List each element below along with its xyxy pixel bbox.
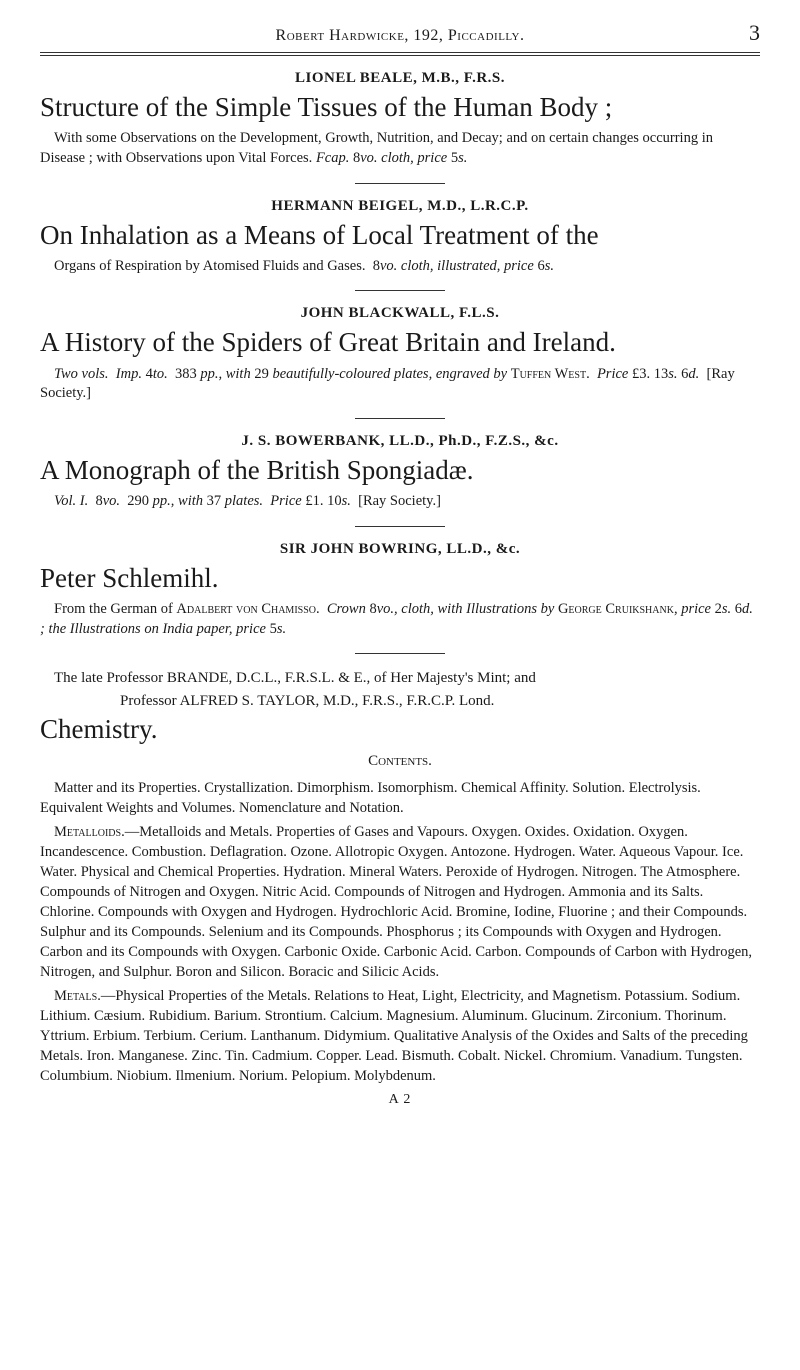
contents-para-1: Matter and its Properties. Crystallizati…: [40, 778, 760, 818]
entry-title: On Inhalation as a Means of Local Treatm…: [40, 219, 760, 251]
divider: [355, 653, 445, 654]
entry-desc: Vol. I. 8vo. 290 pp., with 37 plates. Pr…: [40, 492, 760, 512]
divider: [355, 183, 445, 184]
publisher-name: Robert Hardwicke, 192, Piccadilly.: [70, 27, 730, 45]
author-line: HERMANN BEIGEL, M.D., L.R.C.P.: [40, 198, 760, 215]
entry-title: Structure of the Simple Tissues of the H…: [40, 91, 760, 123]
divider: [355, 290, 445, 291]
professor-line-1: The late Professor BRANDE, D.C.L., F.R.S…: [40, 668, 760, 688]
contents-para-2: Metalloids.—Metalloids and Metals. Prope…: [40, 822, 760, 982]
entry-title: A Monograph of the British Spongiadæ.: [40, 454, 760, 486]
header-rule-bottom: [40, 55, 760, 56]
entry-title: Peter Schlemihl.: [40, 562, 760, 594]
author-line: LIONEL BEALE, M.B., F.R.S.: [40, 70, 760, 87]
entry-desc: Organs of Respiration by Atomised Fluids…: [40, 257, 760, 277]
running-header: Robert Hardwicke, 192, Piccadilly. 3: [40, 20, 760, 46]
header-rule-top: [40, 52, 760, 53]
para2-body: —Metalloids and Metals. Properties of Ga…: [40, 824, 752, 980]
professor-line-2: Professor ALFRED S. TAYLOR, M.D., F.R.S.…: [40, 691, 760, 711]
contents-heading: Contents.: [40, 753, 760, 770]
author-line: SIR JOHN BOWRING, LL.D., &c.: [40, 541, 760, 558]
page-number: 3: [730, 20, 760, 46]
para2-lead: Metalloids.: [54, 824, 125, 840]
author-line: J. S. BOWERBANK, LL.D., Ph.D., F.Z.S., &…: [40, 433, 760, 450]
contents-para-3: Metals.—Physical Properties of the Metal…: [40, 986, 760, 1086]
author-line: JOHN BLACKWALL, F.L.S.: [40, 305, 760, 322]
entry-desc: From the German of Adalbert von Chamisso…: [40, 600, 760, 639]
entry-title: Chemistry.: [40, 713, 760, 745]
divider: [355, 526, 445, 527]
para3-body: —Physical Properties of the Metals. Rela…: [40, 988, 748, 1084]
signature-mark: A 2: [40, 1092, 760, 1108]
page: Robert Hardwicke, 192, Piccadilly. 3 LIO…: [0, 0, 800, 1138]
divider: [355, 418, 445, 419]
entry-desc: With some Observations on the Developmen…: [40, 129, 760, 168]
entry-desc: Two vols. Imp. 4to. 383 pp., with 29 bea…: [40, 365, 760, 404]
entry-title: A History of the Spiders of Great Britai…: [40, 326, 760, 358]
para3-lead: Metals.: [54, 988, 101, 1004]
